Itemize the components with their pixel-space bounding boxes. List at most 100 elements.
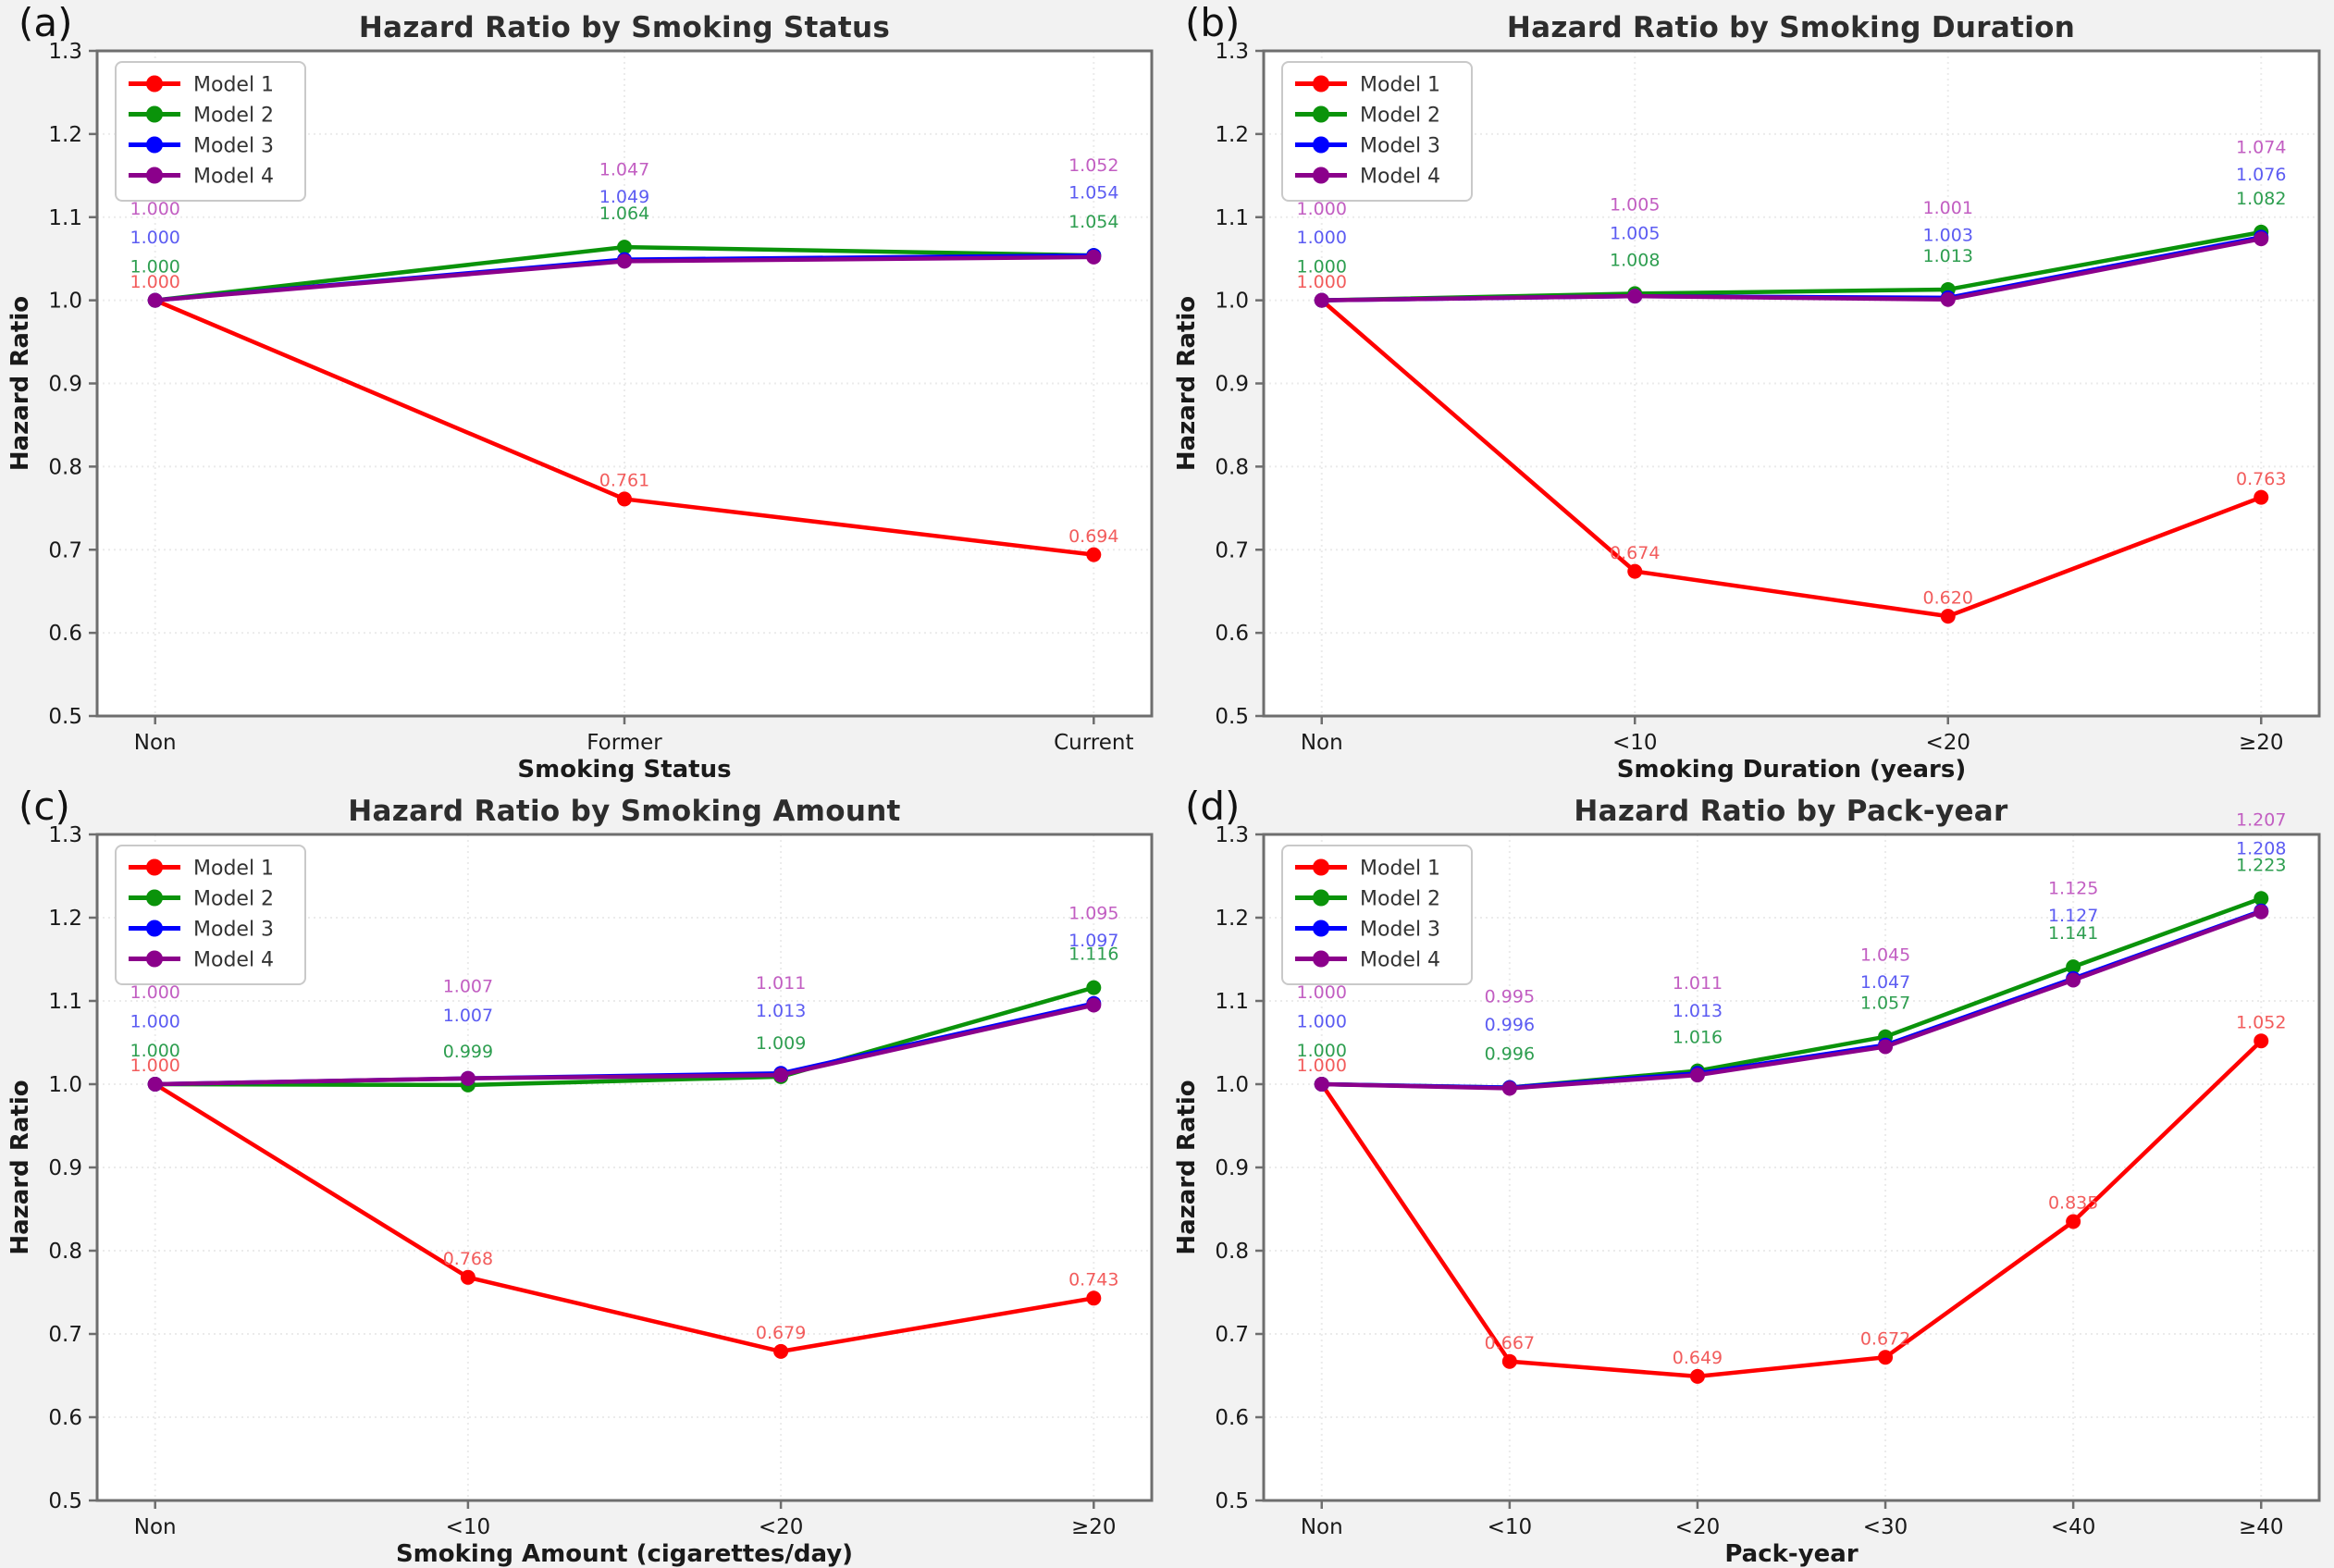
series-model-4 bbox=[147, 249, 1102, 308]
svg-text:Model 1: Model 1 bbox=[1360, 74, 1440, 97]
svg-text:Model 2: Model 2 bbox=[193, 105, 274, 128]
svg-text:1.2: 1.2 bbox=[48, 123, 82, 147]
y-axis: 0.5 0.6 0.7 0.8 0.9 1.0 1.1 1.2 1.3 Hazard Ratio bbox=[6, 823, 97, 1513]
svg-text:0.9: 0.9 bbox=[1215, 373, 1249, 397]
svg-text:1.005: 1.005 bbox=[1610, 194, 1660, 215]
svg-text:0.7: 0.7 bbox=[1215, 538, 1249, 562]
svg-text:0.8: 0.8 bbox=[1215, 1240, 1249, 1264]
series-model-4 bbox=[147, 997, 1102, 1092]
svg-text:1.016: 1.016 bbox=[1673, 1028, 1723, 1048]
svg-text:0.694: 0.694 bbox=[1068, 526, 1118, 547]
svg-text:Model 1: Model 1 bbox=[1360, 858, 1440, 881]
svg-text:1.054: 1.054 bbox=[1068, 183, 1118, 204]
svg-text:≥20: ≥20 bbox=[1071, 1515, 1117, 1539]
svg-text:1.054: 1.054 bbox=[1068, 212, 1118, 232]
svg-text:1.000: 1.000 bbox=[130, 272, 179, 292]
svg-text:0.620: 0.620 bbox=[1923, 587, 1973, 608]
svg-text:1.1: 1.1 bbox=[48, 206, 82, 230]
svg-text:<10: <10 bbox=[1612, 731, 1658, 755]
x-axis: Non <10 <20 <30 <40 ≥40 Pack-year bbox=[1301, 1500, 2284, 1568]
svg-text:1.074: 1.074 bbox=[2236, 137, 2286, 157]
legend-item-model-1: Model 1 bbox=[1295, 858, 1440, 881]
svg-text:Model 4: Model 4 bbox=[193, 166, 274, 189]
legend-item-model-1: Model 1 bbox=[1295, 74, 1440, 97]
legend-item-model-1: Model 1 bbox=[129, 74, 274, 97]
svg-text:1.049: 1.049 bbox=[599, 187, 649, 207]
svg-text:0.768: 0.768 bbox=[443, 1249, 493, 1269]
panel-d-plot: 0.5 0.6 0.7 0.8 0.9 1.0 1.1 1.2 1.3 Hazard Ratio N… bbox=[1173, 810, 2321, 1568]
panel-a-letter: (a) bbox=[19, 0, 73, 45]
x-axis-label: Smoking Amount (cigarettes/day) bbox=[396, 1540, 853, 1568]
x-axis: Non <10 <20 ≥20 Smoking Amount (cigarettes/d… bbox=[134, 1500, 1117, 1568]
x-axis: Non Former Current Smoking Status bbox=[134, 716, 1133, 784]
svg-text:1.208: 1.208 bbox=[2236, 838, 2286, 858]
svg-text:1.064: 1.064 bbox=[599, 204, 649, 224]
svg-text:1.0: 1.0 bbox=[1215, 290, 1249, 314]
svg-text:1.000: 1.000 bbox=[1297, 228, 1347, 248]
gridlines bbox=[97, 834, 1152, 1500]
svg-text:0.5: 0.5 bbox=[48, 705, 82, 729]
panel-d-title: Hazard Ratio by Pack-year bbox=[1574, 795, 2008, 828]
legend-item-model-2: Model 2 bbox=[1295, 888, 1440, 911]
svg-text:1.000: 1.000 bbox=[1297, 257, 1347, 278]
svg-text:1.047: 1.047 bbox=[1860, 972, 1910, 993]
svg-text:0.6: 0.6 bbox=[1215, 1406, 1249, 1430]
svg-text:Model 2: Model 2 bbox=[1360, 105, 1440, 128]
svg-text:1.116: 1.116 bbox=[1068, 945, 1118, 965]
svg-text:1.000: 1.000 bbox=[130, 1012, 179, 1032]
svg-text:<20: <20 bbox=[1925, 731, 1970, 755]
svg-text:1.082: 1.082 bbox=[2236, 189, 2286, 209]
svg-text:1.0: 1.0 bbox=[1215, 1073, 1249, 1097]
svg-text:<40: <40 bbox=[2051, 1515, 2096, 1539]
svg-text:1.1: 1.1 bbox=[1215, 990, 1249, 1014]
svg-text:1.127: 1.127 bbox=[2048, 906, 2098, 926]
svg-text:1.000: 1.000 bbox=[130, 199, 179, 219]
svg-text:1.125: 1.125 bbox=[2048, 879, 2098, 899]
legend-item-model-3: Model 3 bbox=[1295, 135, 1440, 158]
svg-text:0.679: 0.679 bbox=[756, 1323, 806, 1343]
svg-text:1.000: 1.000 bbox=[1297, 272, 1347, 292]
svg-text:0.9: 0.9 bbox=[48, 1156, 82, 1180]
svg-text:Non: Non bbox=[1301, 731, 1343, 755]
panel-a-title: Hazard Ratio by Smoking Status bbox=[358, 11, 891, 44]
svg-text:0.9: 0.9 bbox=[1215, 1156, 1249, 1180]
svg-text:1.052: 1.052 bbox=[2236, 1012, 2286, 1032]
svg-text:1.047: 1.047 bbox=[599, 160, 649, 180]
svg-text:1.0: 1.0 bbox=[48, 290, 82, 314]
y-axis: 0.5 0.6 0.7 0.8 0.9 1.0 1.1 1.2 1.3 Hazard Ratio bbox=[1173, 40, 1264, 729]
svg-text:0.996: 0.996 bbox=[1485, 1044, 1535, 1065]
svg-text:1.3: 1.3 bbox=[1215, 823, 1249, 847]
svg-text:1.052: 1.052 bbox=[1068, 155, 1118, 176]
svg-text:1.0: 1.0 bbox=[48, 1073, 82, 1097]
legend: Model 1 Model 2 Model 3 Model 4 bbox=[115, 61, 306, 202]
legend-item-model-3: Model 3 bbox=[129, 919, 274, 942]
svg-text:1.013: 1.013 bbox=[756, 1001, 806, 1021]
svg-text:0.5: 0.5 bbox=[1215, 705, 1249, 729]
panel-a-plot: 0.5 0.6 0.7 0.8 0.9 1.0 1.1 1.2 1.3 Hazard Ratio N… bbox=[6, 40, 1154, 784]
svg-text:0.8: 0.8 bbox=[48, 455, 82, 479]
svg-text:Model 3: Model 3 bbox=[193, 135, 274, 158]
series-model-4 bbox=[1314, 904, 2269, 1096]
svg-text:0.6: 0.6 bbox=[48, 622, 82, 646]
svg-text:Current: Current bbox=[1054, 731, 1133, 755]
svg-text:1.000: 1.000 bbox=[1297, 1012, 1347, 1032]
svg-text:Model 4: Model 4 bbox=[1360, 166, 1440, 189]
svg-text:1.1: 1.1 bbox=[48, 990, 82, 1014]
svg-text:0.7: 0.7 bbox=[48, 1323, 82, 1347]
y-axis-label: Hazard Ratio bbox=[6, 1080, 34, 1254]
svg-text:0.649: 0.649 bbox=[1673, 1348, 1723, 1368]
svg-text:Model 3: Model 3 bbox=[1360, 919, 1440, 942]
x-axis-label: Pack-year bbox=[1724, 1540, 1859, 1568]
svg-text:0.996: 0.996 bbox=[1485, 1015, 1535, 1035]
svg-text:1.000: 1.000 bbox=[1297, 1056, 1347, 1076]
legend: Model 1 Model 2 Model 3 Model 4 bbox=[115, 845, 306, 985]
svg-text:1.095: 1.095 bbox=[1068, 904, 1118, 924]
svg-text:1.141: 1.141 bbox=[2048, 923, 2098, 944]
svg-text:0.763: 0.763 bbox=[2236, 469, 2286, 489]
svg-text:1.000: 1.000 bbox=[1297, 199, 1347, 219]
svg-text:Model 3: Model 3 bbox=[1360, 135, 1440, 158]
legend-item-model-3: Model 3 bbox=[129, 135, 274, 158]
legend-item-model-4: Model 4 bbox=[1295, 949, 1440, 972]
y-axis-label: Hazard Ratio bbox=[1173, 1080, 1201, 1254]
